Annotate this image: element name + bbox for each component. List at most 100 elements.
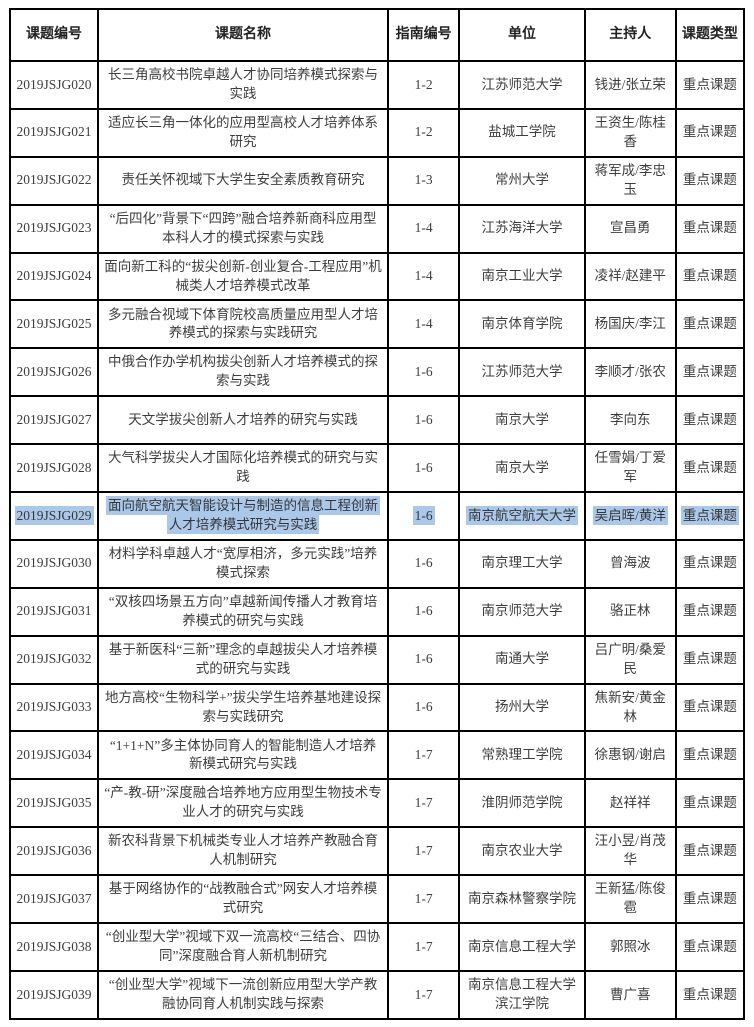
code-text: 2019JSJG035 [16,794,92,810]
code-text: 2019JSJG030 [16,555,92,571]
code-text: 2019JSJG028 [16,459,92,475]
guide_no-text: 1-7 [414,890,433,906]
table-row-selected: 2019JSJG029 面向航空航天智能设计与制造的信息工程创新人才培养模式研究与… [8,491,746,541]
cell-unit: 江苏海洋大学 [458,203,586,254]
cell-unit: 淮阴师范学院 [458,778,586,829]
type-text: 重点课题 [682,268,737,284]
cell-unit: 南京农业大学 [458,826,586,877]
guide_no-text: 1-2 [414,124,433,140]
unit-text: 南京工业大学 [481,268,563,284]
cell-type: 重点课题 [674,251,746,302]
cell-title: “创业型大学”视域下双一流高校“三结合、四协同”深度融合育人新机制研究 [97,922,390,972]
cell-leader: 徐惠钢/谢启 [583,730,677,781]
cell-guide_no: 1-7 [387,730,461,781]
type-text: 重点课题 [682,986,737,1002]
code-text: 2019JSJG025 [16,315,92,331]
guide_no-text: 1-6 [414,603,433,619]
cell-leader: 钱进/张立荣 [583,60,677,110]
cell-type: 重点课题 [674,922,746,972]
unit-text: 南京森林警察学院 [467,890,576,906]
col-header-code: 课题编号 [8,8,100,62]
type-text: 重点课题 [682,842,737,858]
cell-title: 材料学科卓越人才“宽厚相济，多元实践”培养模式探索 [97,538,390,589]
unit-text: 南京师范大学 [481,603,563,619]
title-text: 天文学拔尖创新人才培养的研究与实践 [128,411,358,427]
cell-type: 重点课题 [674,299,746,350]
guide_no-text: 1-6 [414,651,433,667]
type-text: 重点课题 [682,699,737,715]
cell-type: 重点课题 [674,730,746,781]
cell-title: 多元融合视域下体育院校高质量应用型人才培养模式的探索与实践研究 [97,299,390,350]
type-text: 重点课题 [682,746,737,762]
table-row: 2019JSJG034 “1+1+N”多主体协同育人的智能制造人才培养新模式研究与… [8,730,746,781]
cell-title: “后四化”背景下“四跨”融合培养新商科应用型本科人才的模式探索与实践 [97,203,390,254]
cell-leader: 任雪娟/丁爱军 [583,443,677,494]
table-row: 2019JSJG020 长三角高校书院卓越人才协同培养模式探索与实践 1-2 江苏师范… [8,60,746,110]
cell-unit: 南京信息工程大学 [458,922,586,972]
cell-type: 重点课题 [674,538,746,589]
leader-text: 曹广喜 [609,986,651,1002]
title-text: 中俄合作办学机构拔尖创新人才培养模式的探索与实践 [108,354,379,389]
guide_no-text: 1-6 [414,363,433,379]
unit-text: 江苏师范大学 [481,363,563,379]
cell-title: 基于新医科“三新”理念的卓越拔尖人才培养模式的研究与实践 [97,634,390,685]
cell-title: 天文学拔尖创新人才培养的研究与实践 [97,395,390,446]
cell-leader: 王资生/陈桂香 [583,107,677,158]
cell-leader: 汪小昱/肖茂华 [583,826,677,877]
cell-title: 面向航空航天智能设计与制造的信息工程创新人才培养模式研究与实践 [97,491,390,541]
guide_no-text: 1-2 [414,76,433,92]
cell-title: 基于网络协作的“战教融合式”网安人才培养模式研究 [97,874,390,925]
col-header-title: 课题名称 [97,8,390,62]
code-text: 2019JSJG033 [16,699,92,715]
cell-leader: 骆正林 [583,586,677,637]
cell-type: 重点课题 [674,107,746,158]
leader-text: 任雪娟/丁爱军 [594,450,666,485]
cell-title: 新农科背景下机械类专业人才培养产教融合育人机制研究 [97,826,390,877]
guide_no-text: 1-6 [414,411,433,427]
cell-type: 重点课题 [674,778,746,829]
guide_no-text: 1-7 [414,986,433,1002]
leader-text: 杨国庆/李江 [594,315,666,331]
cell-title: 地方高校“生物科学+”拔尖学生培养基地建设探索与实践研究 [97,682,390,733]
guide_no-text: 1-7 [414,794,433,810]
code-text: 2019JSJG036 [16,842,92,858]
table-row: 2019JSJG030 材料学科卓越人才“宽厚相济，多元实践”培养模式探索 1-6 南… [8,538,746,589]
unit-text: 常州大学 [494,172,549,188]
cell-code: 2019JSJG030 [8,538,100,589]
cell-code: 2019JSJG035 [8,778,100,829]
cell-code: 2019JSJG028 [8,443,100,494]
code-text: 2019JSJG020 [16,76,92,92]
col-header-guide-no: 指南编号 [387,8,461,62]
code-text: 2019JSJG038 [16,938,92,954]
type-text: 重点课题 [682,938,737,954]
leader-text: 赵祥祥 [609,794,651,810]
code-text: 2019JSJG031 [16,603,92,619]
cell-code: 2019JSJG024 [8,251,100,302]
cell-unit: 南京大学 [458,395,586,446]
title-text: 基于网络协作的“战教融合式”网安人才培养模式研究 [108,881,378,916]
cell-leader: 李顺才/张农 [583,347,677,398]
table-row: 2019JSJG022 责任关怀视域下大学生安全素质教育研究 1-3 常州大学 蒋军成/… [8,155,746,206]
type-text: 重点课题 [682,411,737,427]
cell-guide_no: 1-4 [387,251,461,302]
type-text: 重点课题 [682,507,737,523]
code-text: 2019JSJG022 [16,172,92,188]
cell-type: 重点课题 [674,969,746,1021]
code-text: 2019JSJG021 [16,124,92,140]
cell-guide_no: 1-6 [387,347,461,398]
cell-leader: 杨国庆/李江 [583,299,677,350]
unit-text: 南通大学 [494,651,549,667]
leader-text: 凌祥/赵建平 [594,268,666,284]
cell-type: 重点课题 [674,491,746,541]
cell-code: 2019JSJG027 [8,395,100,446]
cell-type: 重点课题 [674,60,746,110]
type-text: 重点课题 [682,172,737,188]
guide_no-text: 1-6 [414,459,433,475]
code-text: 2019JSJG023 [16,220,92,236]
cell-leader: 蒋军成/李忠玉 [583,155,677,206]
table-row: 2019JSJG032 基于新医科“三新”理念的卓越拔尖人才培养模式的研究与实践 1… [8,634,746,685]
leader-text: 曾海波 [609,555,651,571]
cell-code: 2019JSJG038 [8,922,100,972]
table-row: 2019JSJG027 天文学拔尖创新人才培养的研究与实践 1-6 南京大学 李向东 重点… [8,395,746,446]
title-text: 适应长三角一体化的应用型高校人才培养体系研究 [108,114,379,149]
